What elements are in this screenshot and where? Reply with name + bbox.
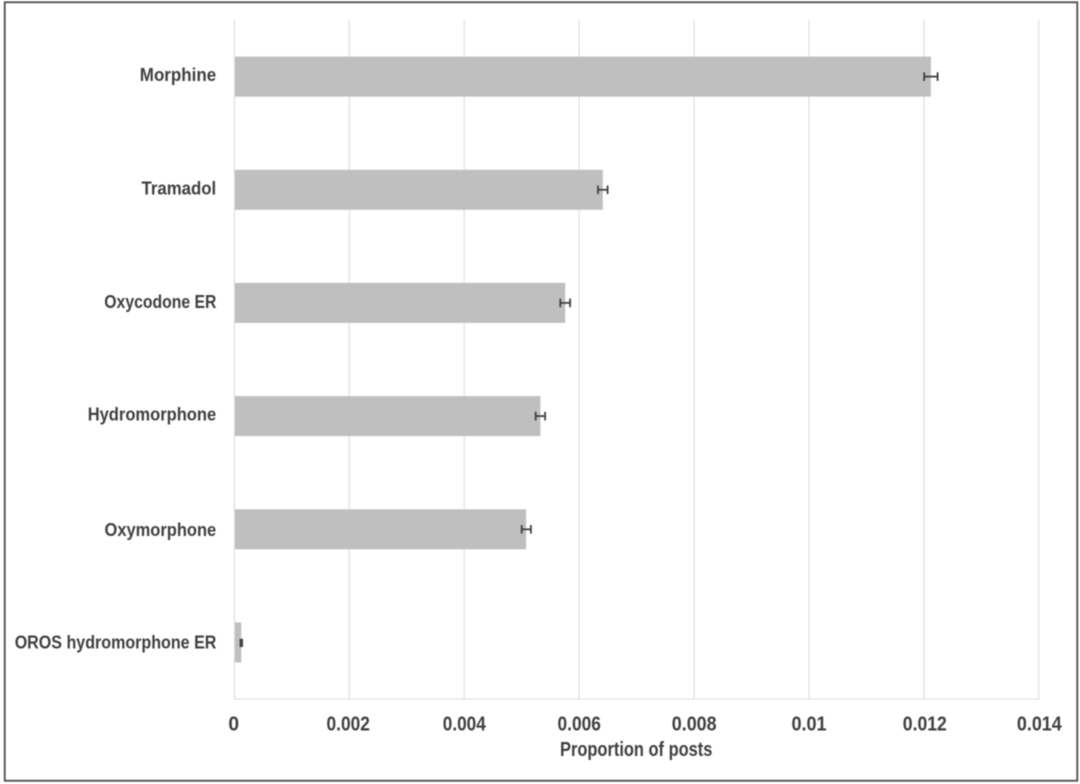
svg-text:0: 0 [228,714,239,736]
svg-text:0.004: 0.004 [443,714,487,736]
svg-text:Hydromorphone: Hydromorphone [88,405,217,425]
svg-text:0.01: 0.01 [791,714,826,736]
svg-text:0.008: 0.008 [672,714,717,736]
svg-text:0.006: 0.006 [558,714,601,736]
svg-text:0.012: 0.012 [903,714,947,736]
svg-text:Morphine: Morphine [140,65,216,85]
svg-text:Tramadol: Tramadol [142,178,217,198]
svg-text:0.014: 0.014 [1017,714,1063,736]
svg-text:Oxycodone ER: Oxycodone ER [104,292,216,312]
svg-text:Proportion of posts: Proportion of posts [560,739,712,761]
svg-text:0.002: 0.002 [327,714,370,736]
svg-text:OROS hydromorphone ER: OROS hydromorphone ER [15,632,217,652]
svg-text:Oxymorphone: Oxymorphone [105,520,217,540]
